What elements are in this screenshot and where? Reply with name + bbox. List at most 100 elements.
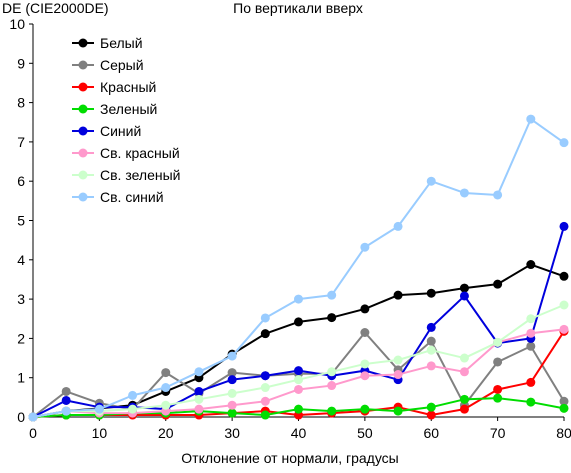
- legend-item: Св. зеленый: [72, 167, 180, 183]
- legend-marker: [78, 38, 88, 48]
- data-point: [493, 384, 503, 394]
- data-point: [260, 383, 270, 393]
- series-line: [32, 263, 565, 418]
- legend-marker: [78, 104, 88, 114]
- data-point: [161, 383, 171, 393]
- legend-marker: [78, 82, 88, 92]
- data-point: [459, 367, 469, 377]
- y-tick-label: 0: [17, 409, 25, 425]
- x-axis-label: Отклонение от нормали, градусы: [181, 450, 398, 466]
- data-point: [559, 324, 569, 334]
- data-point: [559, 396, 569, 406]
- data-point: [559, 271, 569, 281]
- data-point: [294, 404, 303, 414]
- data-point: [559, 138, 569, 148]
- data-point: [61, 386, 71, 396]
- y-tick-label: 3: [17, 291, 25, 307]
- legend-label: Серый: [100, 57, 144, 73]
- data-point: [194, 367, 204, 377]
- y-tick-label: 5: [17, 213, 25, 229]
- y-axis-label: DE (CIE2000DE): [2, 0, 109, 16]
- legend-item: Св. синий: [72, 189, 164, 205]
- data-point: [327, 367, 337, 377]
- data-point: [526, 377, 536, 387]
- data-point: [459, 283, 469, 293]
- y-tick-label: 4: [17, 252, 25, 268]
- legend-marker: [78, 192, 88, 202]
- data-point: [493, 190, 503, 200]
- y-tick-label: 10: [9, 16, 25, 32]
- data-point: [227, 368, 237, 378]
- legend-label: Св. зеленый: [100, 167, 180, 183]
- data-point: [227, 375, 237, 385]
- legend-item: Синий: [72, 123, 141, 139]
- axes: 0 1 2 3 4 5 6 7 8 9 10 0 10 20 30 40 50 60 70 80: [9, 16, 571, 441]
- series: [28, 114, 569, 422]
- data-point: [393, 290, 403, 300]
- y-tick-label: 8: [17, 95, 25, 111]
- data-point: [260, 410, 270, 420]
- y-tick-label: 6: [17, 173, 25, 189]
- data-point: [360, 371, 370, 381]
- data-point: [393, 355, 403, 365]
- data-point: [128, 404, 138, 414]
- data-point: [194, 404, 204, 414]
- data-point: [260, 396, 270, 406]
- legend-item: Зеленый: [72, 101, 157, 117]
- x-tick-label: 30: [224, 425, 240, 441]
- data-point: [559, 300, 569, 310]
- data-point: [360, 242, 370, 252]
- data-point: [426, 402, 436, 412]
- data-point: [459, 291, 469, 301]
- data-point: [459, 404, 469, 414]
- data-point: [227, 400, 237, 410]
- data-point: [28, 412, 38, 422]
- data-point: [260, 371, 270, 381]
- data-point: [426, 361, 436, 371]
- data-point: [459, 394, 469, 404]
- legend-label: Синий: [100, 123, 141, 139]
- data-point: [227, 351, 237, 361]
- legend-marker: [78, 170, 88, 180]
- data-point: [426, 345, 436, 355]
- legend-label: Красный: [100, 79, 156, 95]
- legend-label: Зеленый: [100, 101, 157, 117]
- y-tick-label: 9: [17, 55, 25, 71]
- data-point: [294, 366, 303, 376]
- data-point: [493, 357, 503, 367]
- data-point: [559, 221, 569, 231]
- data-point: [294, 294, 303, 304]
- data-point: [493, 393, 503, 403]
- legend-marker: [78, 126, 88, 136]
- data-point: [360, 328, 370, 338]
- data-point: [227, 388, 237, 398]
- data-point: [161, 400, 171, 410]
- data-point: [393, 406, 403, 416]
- y-tick-label: 1: [17, 370, 25, 386]
- data-point: [493, 337, 503, 347]
- data-point: [294, 317, 303, 327]
- data-point: [194, 386, 204, 396]
- data-point: [459, 188, 469, 198]
- data-point: [61, 395, 71, 405]
- x-tick-label: 40: [291, 425, 307, 441]
- data-point: [426, 288, 436, 298]
- x-tick-label: 50: [357, 425, 373, 441]
- x-tick-label: 10: [92, 425, 108, 441]
- data-point: [327, 381, 337, 391]
- data-point: [426, 176, 436, 186]
- data-point: [260, 313, 270, 323]
- legend-item: Белый: [72, 35, 143, 51]
- x-tick-label: 20: [158, 425, 174, 441]
- data-point: [526, 114, 536, 124]
- data-point: [360, 359, 370, 369]
- data-point: [194, 394, 204, 404]
- data-point: [260, 329, 270, 339]
- legend-item: Красный: [72, 79, 156, 95]
- data-point: [227, 408, 237, 418]
- x-tick-label: 70: [490, 425, 506, 441]
- legend-label: Белый: [100, 35, 143, 51]
- data-point: [493, 279, 503, 289]
- chart-title: По вертикали вверх: [233, 0, 363, 16]
- data-point: [360, 404, 370, 414]
